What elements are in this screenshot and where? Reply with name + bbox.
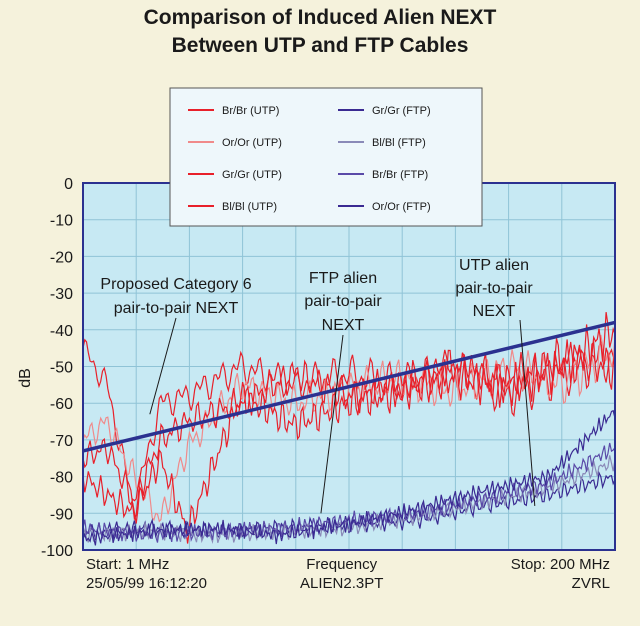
annotation-cat6-line1: Proposed Category 6 — [100, 276, 251, 293]
category6-reference-line — [82, 320, 616, 453]
y-tick-label: -80 — [50, 470, 73, 487]
footer-start: Start: 1 MHz 25/05/99 16:12:20 — [86, 555, 207, 593]
annotation-leader-line — [519, 319, 536, 506]
annotation-ftp-line3: NEXT — [322, 317, 365, 334]
annotation-utp-line3: NEXT — [473, 303, 516, 320]
legend-label: Gr/Gr (FTP) — [372, 105, 431, 117]
annotation-cat6-line2: pair-to-pair NEXT — [114, 300, 239, 317]
footer-center: Frequency ALIEN2.3PT — [300, 555, 383, 593]
y-tick-label: -100 — [41, 543, 73, 560]
chart-title-line2: Between UTP and FTP Cables — [171, 34, 469, 57]
footer-file: ALIEN2.3PT — [300, 575, 384, 592]
series-line — [82, 312, 616, 544]
y-axis-label: dB — [17, 368, 34, 388]
annotation-cat6: Proposed Category 6 pair-to-pair NEXT — [100, 276, 251, 317]
annotation-leader-line — [149, 317, 177, 415]
annotation-leaders — [149, 317, 536, 514]
y-axis-ticks: 0 -10 -20 -30 -40 -50 -60 -70 -80 -90 -100 — [41, 176, 73, 560]
y-tick-label: -10 — [50, 213, 73, 230]
legend-label: Gr/Gr (UTP) — [222, 169, 282, 181]
footer-start-label: Start: 1 MHz — [86, 556, 170, 573]
legend: Br/Br (UTP) Gr/Gr (FTP) Or/Or (UTP) Bl/Bl (… — [169, 87, 483, 227]
series-line — [82, 409, 616, 546]
y-tick-label: -50 — [50, 360, 73, 377]
legend-label: Or/Or (UTP) — [222, 137, 282, 149]
series-layer — [82, 312, 616, 546]
annotation-ftp-line2: pair-to-pair — [304, 293, 382, 310]
annotation-ftp: FTP alien pair-to-pair NEXT — [304, 270, 382, 334]
footer-brand: ZVRL — [571, 575, 610, 592]
series-line — [82, 338, 616, 506]
footer-frequency-label: Frequency — [306, 556, 378, 573]
legend-label: Or/Or (FTP) — [372, 201, 431, 213]
footer-stop: Stop: 200 MHz ZVRL — [460, 555, 610, 593]
y-tick-label: -20 — [50, 249, 73, 266]
legend-label: Br/Br (UTP) — [222, 105, 279, 117]
annotation-leader-line — [320, 334, 344, 514]
series-line — [82, 455, 616, 544]
y-tick-label: -30 — [50, 286, 73, 303]
series-line — [82, 334, 616, 523]
footer-datetime: 25/05/99 16:12:20 — [86, 575, 207, 592]
annotation-utp-line1: UTP alien — [459, 257, 529, 274]
annotation-utp-line2: pair-to-pair — [455, 280, 533, 297]
legend-box — [169, 87, 483, 227]
legend-label: Bl/Bl (UTP) — [222, 201, 277, 213]
y-tick-label: -70 — [50, 433, 73, 450]
chart-title: Comparison of Induced Alien NEXT Between… — [0, 4, 640, 60]
y-tick-label: 0 — [64, 176, 73, 193]
series-line — [82, 442, 616, 543]
footer-stop-label: Stop: 200 MHz — [510, 556, 610, 573]
y-tick-label: -90 — [50, 506, 73, 523]
annotation-utp: UTP alien pair-to-pair NEXT — [455, 257, 533, 320]
y-tick-label: -60 — [50, 396, 73, 413]
chart-title-line1: Comparison of Induced Alien NEXT — [143, 6, 497, 29]
legend-label: Bl/Bl (FTP) — [372, 137, 426, 149]
annotation-ftp-line1: FTP alien — [309, 270, 377, 287]
y-tick-label: -40 — [50, 323, 73, 340]
legend-items: Br/Br (UTP) Gr/Gr (FTP) Or/Or (UTP) Bl/Bl (… — [188, 105, 431, 213]
legend-label: Br/Br (FTP) — [372, 169, 428, 181]
